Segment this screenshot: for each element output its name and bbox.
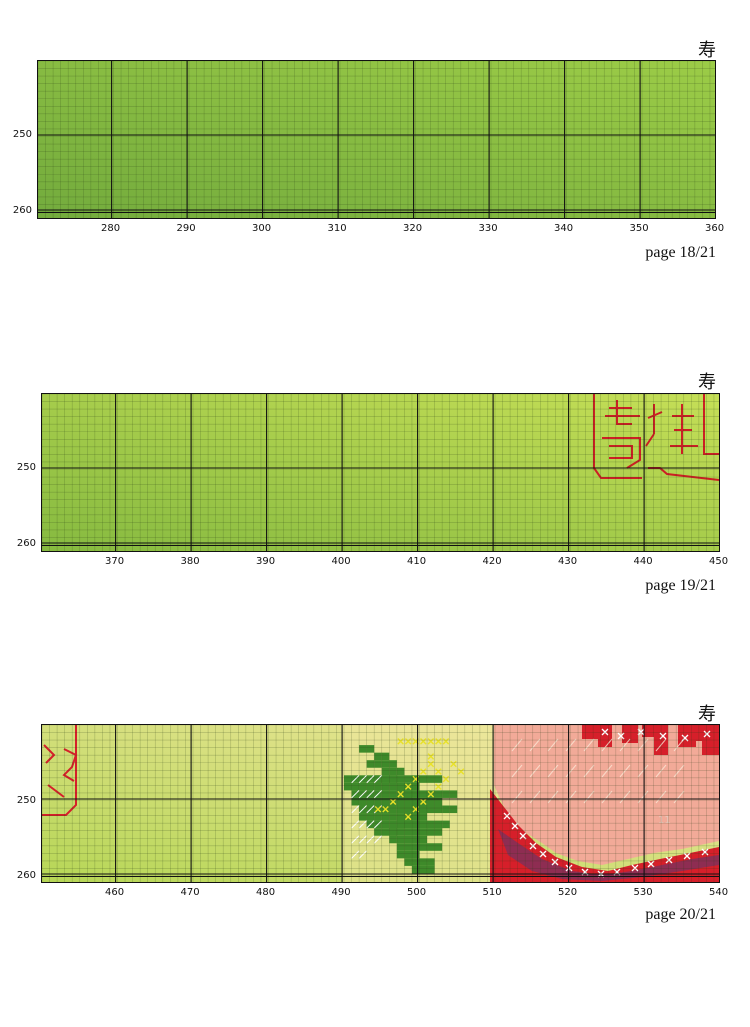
column-label: 310: [327, 223, 347, 234]
column-label: 390: [256, 556, 276, 567]
column-label: 470: [180, 887, 200, 898]
row-label: 260: [16, 870, 36, 881]
column-label: 480: [256, 887, 276, 898]
page-number: page 18/21: [645, 244, 716, 261]
column-label: 420: [482, 556, 502, 567]
row-label: 260: [12, 205, 32, 216]
shou-character-mark: 寿: [698, 704, 716, 725]
flower-motif: [490, 725, 719, 882]
row-label: 250: [12, 129, 32, 140]
column-label: 320: [403, 223, 423, 234]
column-label: 540: [709, 887, 729, 898]
column-label: 300: [252, 223, 272, 234]
column-label: 330: [478, 223, 498, 234]
column-label: 450: [709, 556, 729, 567]
column-label: 530: [633, 887, 653, 898]
pattern-page-19: 寿 250 260 370 380 390 400 410 420 430 440 450 pa…: [16, 372, 729, 594]
row-label: 250: [16, 795, 36, 806]
column-label: 280: [101, 223, 121, 234]
column-label: 290: [176, 223, 196, 234]
grid-canvas: [42, 394, 719, 551]
column-label: 340: [554, 223, 574, 234]
column-label: 410: [407, 556, 427, 567]
page-number: page 19/21: [645, 577, 716, 594]
column-label: 440: [633, 556, 653, 567]
row-label: 250: [16, 462, 36, 473]
pattern-page-20: 寿 11 250 260 460 470 480 490 500 510 520 530 540…: [16, 704, 729, 923]
column-label: 400: [331, 556, 351, 567]
row-label: 260: [16, 538, 36, 549]
seal-motif: [42, 725, 78, 816]
pattern-grid: 11: [41, 724, 720, 883]
shou-character-mark: 寿: [698, 372, 716, 393]
column-label: 350: [629, 223, 649, 234]
column-label: 490: [331, 887, 351, 898]
page-number: page 20/21: [645, 906, 716, 923]
shou-character-mark: 寿: [698, 40, 716, 61]
column-label: 500: [407, 887, 427, 898]
column-label: 360: [705, 223, 725, 234]
column-label: 430: [558, 556, 578, 567]
pattern-grid: [41, 393, 720, 552]
grid-canvas: [38, 61, 715, 218]
pattern-grid: [37, 60, 716, 219]
column-label: 380: [180, 556, 200, 567]
column-label: 460: [105, 887, 125, 898]
grid-canvas: 11: [42, 725, 719, 882]
stitch-annotation: 11: [658, 815, 671, 826]
column-label: 510: [482, 887, 502, 898]
pattern-page-18: 寿 250 260 280 290 300 310 320 330 340 350 360 pa…: [0, 0, 750, 280]
column-label: 520: [558, 887, 578, 898]
column-label: 370: [105, 556, 125, 567]
